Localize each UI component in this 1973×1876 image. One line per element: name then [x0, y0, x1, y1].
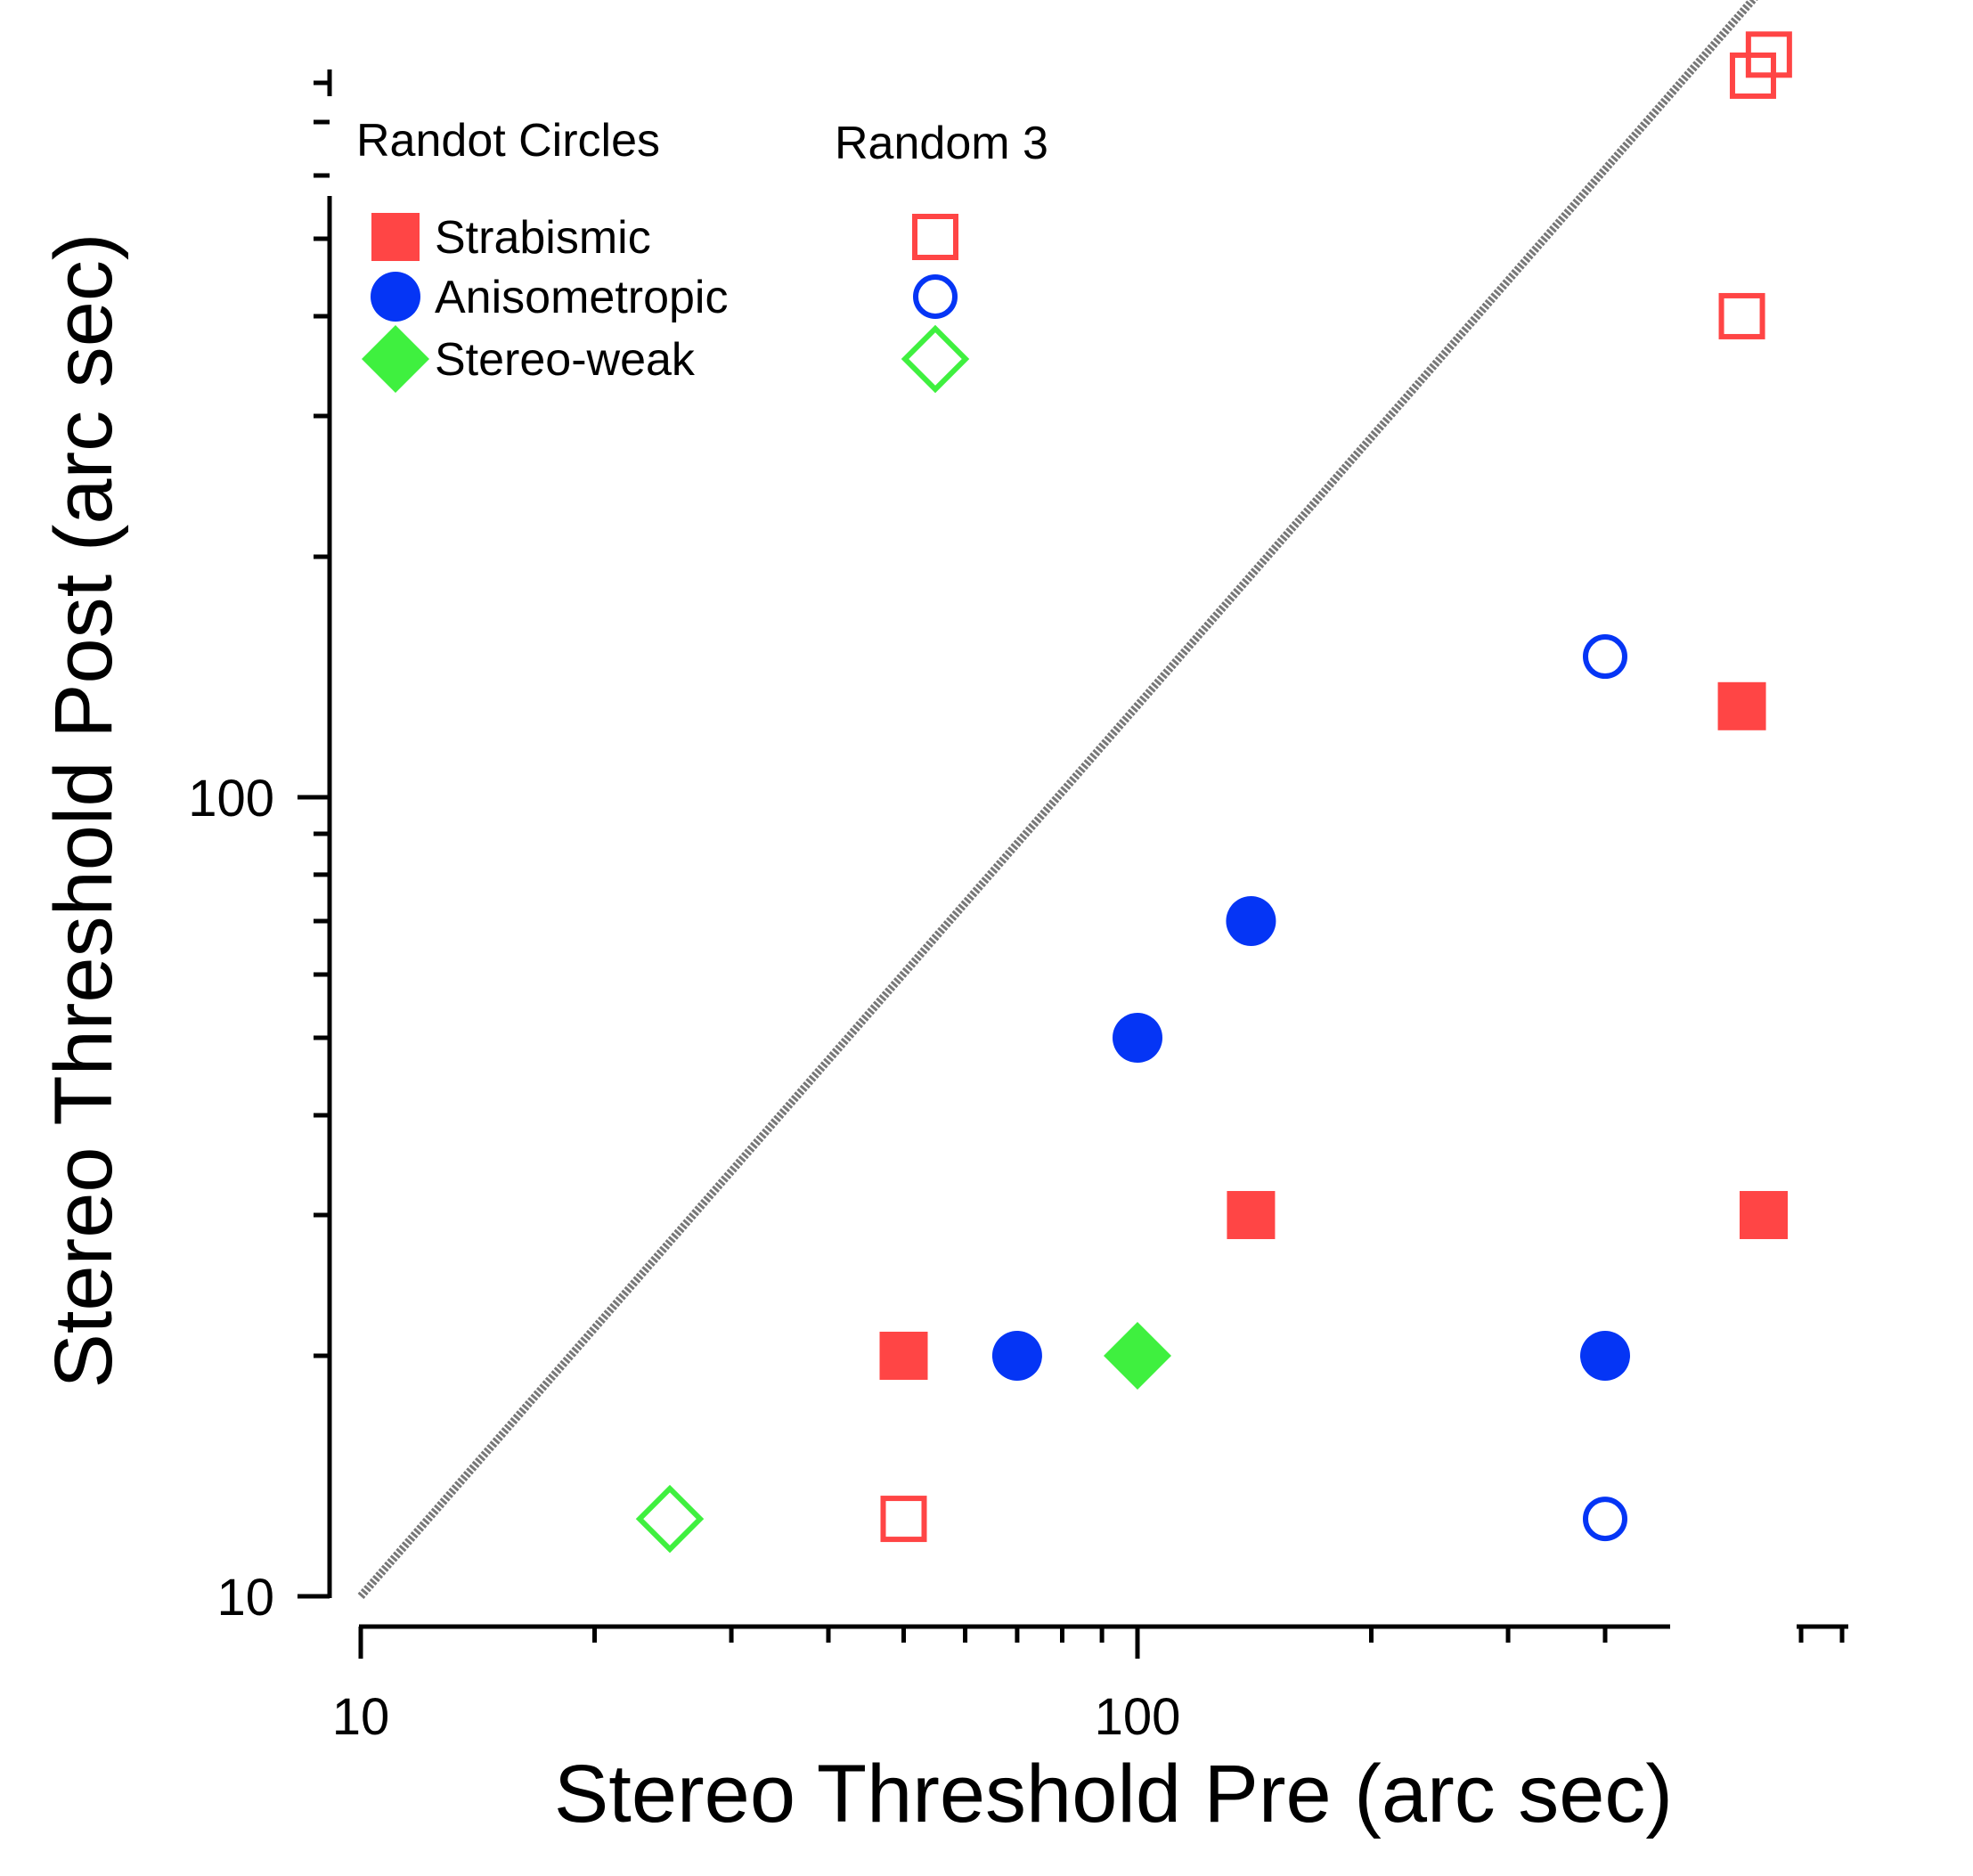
y-tick-label: 10 — [216, 1569, 274, 1627]
point-stereo-weak-random3 — [635, 1484, 705, 1554]
legend-header-randot: Randot Circles — [356, 115, 660, 167]
point-stereo-weak-randot — [1104, 1321, 1171, 1390]
y-tick-label: 100 — [188, 770, 274, 828]
x-axis-title: Stereo Threshold Pre (arc sec) — [554, 1749, 1673, 1839]
point-strabismic-random3 — [1718, 292, 1765, 339]
point-anisometropic-randot — [1579, 1330, 1630, 1381]
legend-marker-open — [901, 324, 970, 394]
point-anisometropic-random3 — [1582, 634, 1627, 680]
x-tick-label: 100 — [1095, 1688, 1181, 1746]
point-anisometropic-randot — [1113, 1013, 1162, 1064]
point-strabismic-random3 — [880, 1496, 927, 1543]
legend: Randot Circles Random 3 Strabismic Anisomet… — [356, 115, 1048, 394]
point-anisometropic-randot — [991, 1330, 1042, 1381]
point-strabismic-randot — [1227, 1191, 1276, 1240]
x-tick-label: 10 — [332, 1688, 390, 1746]
legend-marker-open — [913, 274, 958, 319]
y-axis-title: Stereo Threshold Post (arc sec) — [38, 232, 129, 1388]
identity-line-stroke — [357, 0, 1758, 1599]
point-anisometropic-randot — [1226, 895, 1276, 946]
point-strabismic-randot — [1717, 681, 1766, 730]
ticks: 10 100 10 100 — [188, 80, 1845, 1746]
axes — [327, 69, 1848, 1629]
legend-marker-filled — [371, 213, 420, 261]
point-strabismic-random3 — [1745, 31, 1792, 78]
legend-label: Anisometropic — [435, 272, 728, 323]
legend-label: Stereo-weak — [435, 334, 696, 386]
legend-marker-filled — [371, 272, 420, 322]
data-points — [635, 31, 1792, 1554]
legend-label: Strabismic — [435, 212, 651, 264]
identity-line — [357, 0, 1758, 1599]
point-strabismic-randot — [879, 1331, 928, 1380]
legend-marker-filled — [362, 325, 429, 393]
legend-marker-open — [912, 214, 958, 260]
point-anisometropic-random3 — [1582, 1497, 1627, 1542]
legend-header-random3: Random 3 — [835, 118, 1048, 169]
point-strabismic-randot — [1739, 1191, 1788, 1240]
